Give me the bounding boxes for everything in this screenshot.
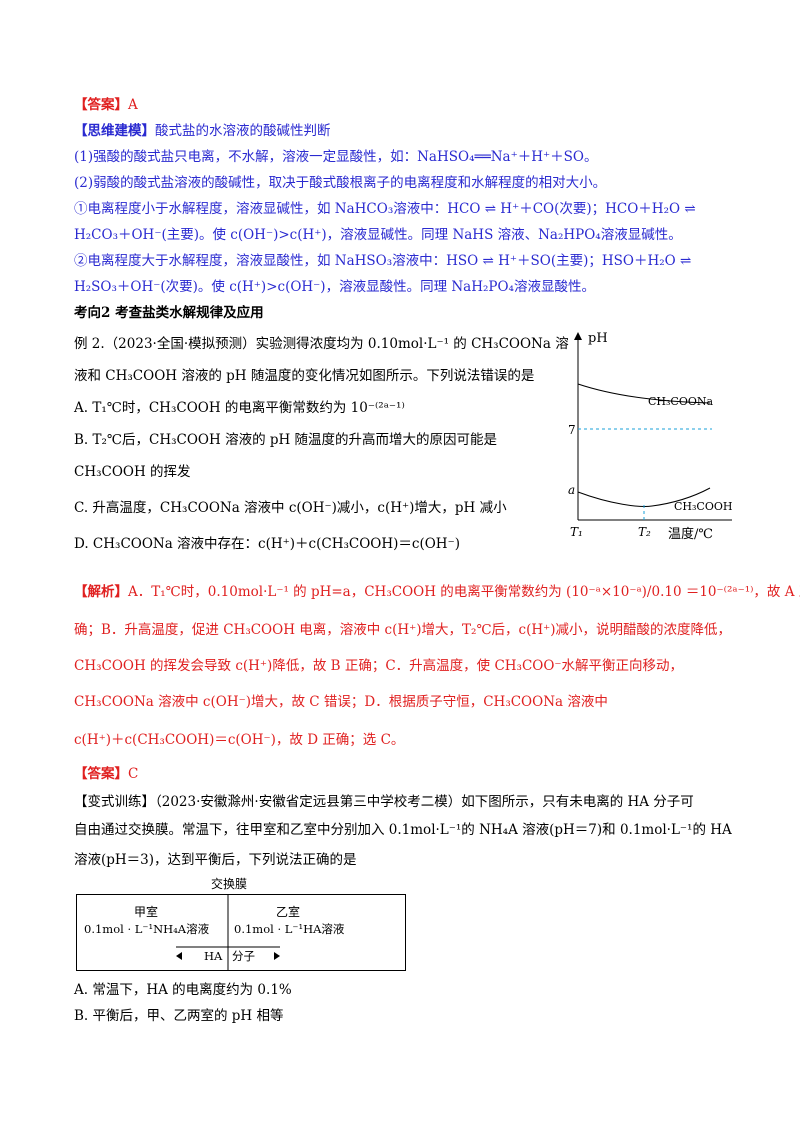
model-title-line: 【思维建模】酸式盐的水溶液的酸碱性判断 bbox=[74, 121, 331, 141]
right-chamber-title: 乙室 bbox=[276, 904, 300, 919]
analysis-line-1: 【解析】A．T₁℃时，0.10mol·L⁻¹ 的 pH=a，CH₃COOH 的电… bbox=[74, 582, 800, 602]
model-p4a: ②电离程度大于水解程度，溶液显酸性，如 NaHSO₃溶液中：HSO ⇌ H⁺＋S… bbox=[74, 253, 692, 269]
variant-line-2: 自由通过交换膜。常温下，往甲室和乙室中分别加入 0.1mol·L⁻¹的 NH₄A… bbox=[74, 822, 732, 838]
ha-label: HA bbox=[204, 949, 223, 963]
option-c: C. 升高温度，CH₃COONa 溶液中 c(OH⁻)减小，c(H⁺)增大，pH… bbox=[74, 500, 507, 516]
answer2-tag: 【答案】 bbox=[74, 766, 128, 782]
ph-temperature-graph: pH 7 a CH₃COONa CH₃COOH T₁ T₂ 温度/℃ bbox=[568, 331, 732, 542]
example-line-2: 液和 CH₃COOH 溶液的 pH 随温度的变化情况如图所示。下列说法错误的是 bbox=[74, 368, 535, 384]
model-p2: (2)弱酸的酸式盐溶液的酸碱性，取决于酸式酸根离子的电离程度和水解程度的相对大小… bbox=[74, 175, 607, 191]
membrane-label: 交换膜 bbox=[211, 876, 247, 891]
container-box bbox=[76, 894, 406, 971]
option-b-line-1: B. T₂℃后，CH₃COOH 溶液的 pH 随温度的升高而增大的原因可能是 bbox=[74, 432, 498, 448]
ch3cooh-label: CH₃COOH bbox=[674, 500, 732, 513]
x-tick-t1: T₁ bbox=[570, 525, 583, 539]
x-tick-t2: T₂ bbox=[638, 525, 651, 539]
model-p3a: ①电离程度小于水解程度，溶液显碱性，如 NaHCO₃溶液中：HCO ⇌ H⁺＋C… bbox=[74, 201, 696, 217]
ha-arrow-left bbox=[176, 952, 182, 960]
answer-line-1: 【答案】A bbox=[74, 95, 138, 115]
analysis-line-4: CH₃COONa 溶液中 c(OH⁻)增大，故 C 错误；D．根据质子守恒，CH… bbox=[74, 694, 608, 710]
example-line-1: 例 2.（2023·全国·模拟预测）实验测得浓度均为 0.10mol·L⁻¹ 的… bbox=[74, 336, 569, 352]
option-a: A. T₁℃时，CH₃COOH 的电离平衡常数约为 10⁻⁽²ᵃ⁻¹⁾ bbox=[74, 400, 405, 416]
left-chamber-solution: 0.1mol · L⁻¹NH₄A溶液 bbox=[84, 922, 210, 936]
membrane-figure: 交换膜 甲室 0.1mol · L⁻¹NH₄A溶液 乙室 0.1mol · L⁻… bbox=[76, 876, 406, 971]
ch3cooh-curve bbox=[577, 487, 711, 507]
answer-tag: 【答案】 bbox=[74, 97, 128, 113]
model-p4b: H₂SO₃＋OH⁻(次要)。使 c(H⁺)>c(OH⁻)，溶液显酸性。同理 Na… bbox=[74, 279, 595, 295]
variant-option-b: B. 平衡后，甲、乙两室的 pH 相等 bbox=[74, 1008, 284, 1024]
analysis-line-5: c(H⁺)＋c(CH₃COOH)＝c(OH⁻)，故 D 正确；选 C。 bbox=[74, 732, 405, 748]
section-heading: 考向2 考查盐类水解规律及应用 bbox=[74, 305, 264, 321]
y-axis-label: pH bbox=[588, 331, 608, 346]
analysis-line-3: CH₃COOH 的挥发会导致 c(H⁺)降低，故 B 正确；C．升高温度，使 C… bbox=[74, 658, 684, 674]
answer-value: A bbox=[128, 97, 138, 113]
variant-line-3: 溶液(pH＝3)，达到平衡后，下列说法正确的是 bbox=[74, 852, 357, 868]
model-p3b: H₂CO₃＋OH⁻(主要)。使 c(OH⁻)>c(H⁺)，溶液显碱性。同理 Na… bbox=[74, 227, 682, 243]
left-chamber-title: 甲室 bbox=[134, 904, 158, 919]
model-p1: (1)强酸的酸式盐只电离，不水解，溶液一定显酸性，如：NaHSO₄══Na⁺＋H… bbox=[74, 149, 598, 165]
right-chamber-solution: 0.1mol · L⁻¹HA溶液 bbox=[234, 922, 345, 936]
ch3coona-label: CH₃COONa bbox=[648, 395, 713, 408]
analysis-tag: 【解析】 bbox=[74, 584, 128, 600]
molecule-label: 分子 bbox=[232, 949, 255, 963]
analysis-line-2: 确；B．升高温度，促进 CH₃COOH 电离，溶液中 c(H⁺)增大，T₂℃后，… bbox=[74, 622, 732, 638]
variant-option-a: A. 常温下，HA 的电离度约为 0.1% bbox=[74, 982, 292, 998]
y-tick-a: a bbox=[568, 483, 575, 497]
y-tick-7: 7 bbox=[568, 423, 576, 437]
option-d: D. CH₃COONa 溶液中存在：c(H⁺)＋c(CH₃COOH)＝c(OH⁻… bbox=[74, 536, 460, 552]
answer-line-2: 【答案】C bbox=[74, 764, 138, 784]
ha-arrow-right bbox=[274, 952, 280, 960]
answer2-value: C bbox=[128, 766, 139, 782]
variant-line-1: 【变式训练】（2023·安徽滁州·安徽省定远县第三中学校考二模）如下图所示，只有… bbox=[74, 794, 694, 810]
ch3coona-curve bbox=[577, 383, 711, 404]
analysis-text-1: A．T₁℃时，0.10mol·L⁻¹ 的 pH=a，CH₃COOH 的电离平衡常… bbox=[128, 584, 800, 600]
x-axis-label: 温度/℃ bbox=[668, 526, 713, 542]
option-b-line-2: CH₃COOH 的挥发 bbox=[74, 464, 191, 480]
model-title: 酸式盐的水溶液的酸碱性判断 bbox=[155, 123, 331, 139]
model-tag: 【思维建模】 bbox=[74, 123, 155, 139]
